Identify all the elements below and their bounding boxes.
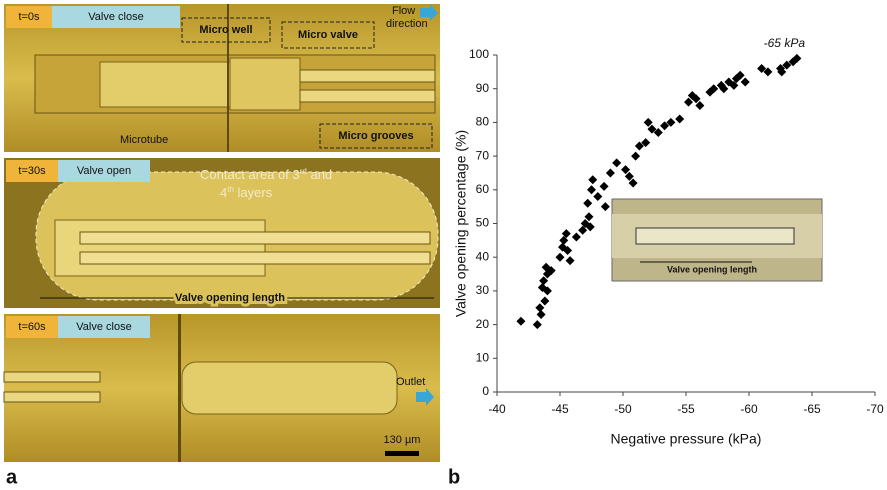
point xyxy=(587,185,596,195)
state-label: Valve close xyxy=(88,11,143,23)
point xyxy=(561,229,571,239)
point xyxy=(539,276,549,286)
flow-label: Flow xyxy=(392,5,415,17)
y-tick-label: 80 xyxy=(476,115,490,129)
y-tick-label: 70 xyxy=(476,148,490,162)
x-tick-label: -45 xyxy=(551,402,569,416)
time-label: t=30s xyxy=(18,165,46,177)
y-tick-label: 10 xyxy=(476,350,490,364)
point xyxy=(729,80,739,90)
point xyxy=(612,158,622,168)
point xyxy=(777,67,787,77)
x-tick-label: -60 xyxy=(740,402,758,416)
contact-label: 4th layers xyxy=(220,185,273,200)
y-tick-label: 0 xyxy=(482,384,489,398)
state-label: Valve close xyxy=(76,321,131,333)
point xyxy=(621,165,631,175)
point xyxy=(599,181,609,191)
point xyxy=(578,225,588,235)
point xyxy=(593,192,603,202)
point xyxy=(542,286,552,296)
point xyxy=(516,316,526,326)
point xyxy=(571,232,581,242)
point xyxy=(666,117,676,127)
point xyxy=(631,151,641,161)
micro-valve-label: Micro valve xyxy=(298,29,358,41)
point xyxy=(653,128,663,138)
x-tick-label: -70 xyxy=(866,402,884,416)
image-bottom: t=60s Valve close Outlet 130 µm xyxy=(3,314,440,462)
point xyxy=(559,235,569,245)
x-tick-label: -65 xyxy=(803,402,821,416)
time-label: t=60s xyxy=(18,321,46,333)
panel-label: a xyxy=(6,466,18,488)
point xyxy=(540,296,550,306)
point xyxy=(600,202,610,212)
y-tick-label: 90 xyxy=(476,81,490,95)
x-tick-label: -55 xyxy=(677,402,695,416)
point xyxy=(647,124,657,134)
point xyxy=(628,178,638,188)
point xyxy=(634,141,644,151)
inset-label: Valve opening length xyxy=(667,264,757,274)
outlet-label: Outlet xyxy=(396,376,425,388)
point xyxy=(691,94,701,104)
panel-label: b xyxy=(448,466,460,488)
point xyxy=(735,70,745,80)
scale-label: 130 µm xyxy=(384,434,421,446)
point xyxy=(583,198,593,208)
point xyxy=(605,168,615,178)
point xyxy=(565,256,575,266)
state-label: Valve open xyxy=(77,165,131,177)
micro-well-label: Micro well xyxy=(199,24,252,36)
y-tick-label: 100 xyxy=(469,47,489,61)
point xyxy=(624,171,634,181)
point xyxy=(740,77,750,87)
point xyxy=(709,84,719,94)
microtube-label: Microtube xyxy=(120,134,168,146)
point xyxy=(641,138,651,148)
point xyxy=(675,114,685,124)
y-tick-label: 50 xyxy=(476,216,490,230)
x-tick-label: -40 xyxy=(488,402,506,416)
opening-length-label: Valve opening length xyxy=(175,292,285,304)
flow-label: direction xyxy=(386,18,428,30)
point xyxy=(585,222,595,232)
point xyxy=(588,175,598,185)
y-tick-label: 20 xyxy=(476,317,490,331)
point xyxy=(535,303,545,313)
point xyxy=(643,117,653,127)
y-tick-label: 30 xyxy=(476,283,490,297)
point xyxy=(684,97,694,107)
x-tick-label: -50 xyxy=(614,402,632,416)
point xyxy=(563,245,573,255)
point xyxy=(792,53,802,63)
x-axis-label: Negative pressure (kPa) xyxy=(611,431,762,447)
image-middle: t=30s Valve open Contact area of 3rd and… xyxy=(4,158,440,308)
point xyxy=(763,67,773,77)
image-top: t=0s Valve close Micro well Micro valve … xyxy=(4,4,440,152)
point xyxy=(536,309,546,319)
y-tick-label: 40 xyxy=(476,249,490,263)
point xyxy=(757,63,767,73)
y-tick-label: 60 xyxy=(476,182,490,196)
point xyxy=(660,121,670,131)
point xyxy=(584,212,594,222)
point xyxy=(532,320,542,330)
inset-image xyxy=(611,198,823,282)
y-axis-label: Valve opening percentage (%) xyxy=(453,130,469,317)
time-label: t=0s xyxy=(18,11,40,23)
point xyxy=(695,101,705,111)
annotation: -65 kPa xyxy=(764,36,806,50)
contact-label: Contact area of 3rd and xyxy=(200,167,332,182)
micro-grooves-label: Micro grooves xyxy=(338,130,413,142)
point xyxy=(555,252,565,262)
point xyxy=(719,84,729,94)
point xyxy=(546,266,556,276)
point xyxy=(782,60,792,70)
